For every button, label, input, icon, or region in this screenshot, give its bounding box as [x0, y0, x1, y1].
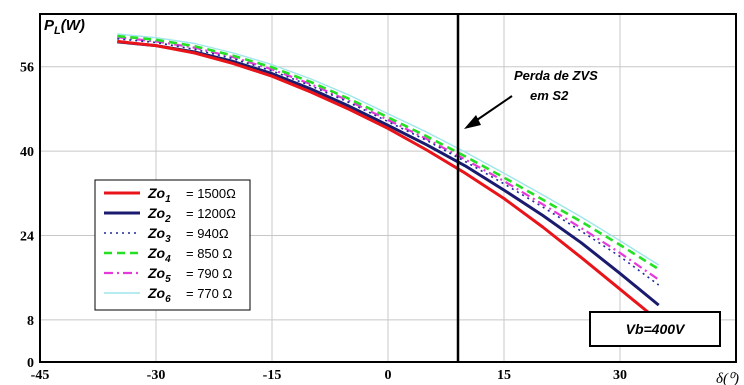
- y-axis-label: PL(W): [44, 17, 85, 37]
- legend-label-zo4: Zo4: [147, 245, 171, 265]
- plot-frame: [39, 13, 737, 363]
- legend-label-zo2: Zo2: [147, 205, 171, 225]
- legend-value-zo6: = 770 Ω: [186, 286, 233, 301]
- series-line-zo5: [117, 36, 660, 281]
- voltage-label: Vb=400V: [626, 321, 686, 337]
- x-tick-label: -45: [31, 368, 50, 383]
- legend-label-zo1: Zo1: [147, 185, 171, 205]
- legend-label-zo3: Zo3: [147, 225, 171, 245]
- y-tick-label: 40: [20, 145, 34, 160]
- x-tick-label: -15: [263, 368, 282, 383]
- series-group: [117, 33, 660, 323]
- y-tick-label: 24: [20, 229, 34, 244]
- y-tick-label: 56: [20, 61, 34, 76]
- series-line-zo6: [117, 33, 660, 266]
- zvs-annotation-line2: em S2: [530, 88, 569, 103]
- legend-value-zo3: = 940Ω: [186, 226, 229, 241]
- x-tick-label: 0: [385, 368, 392, 383]
- x-axis-label: δ(⁰): [716, 371, 739, 385]
- legend: Zo1 = 1500Ω Zo2 = 1200Ω Zo3 = 940Ω Zo4 = 850 Ω Z…: [94, 179, 251, 311]
- voltage-box: Vb=400V: [589, 311, 721, 347]
- zvs-annotation-line1: Perda de ZVS: [514, 68, 598, 83]
- legend-label-zo5: Zo5: [147, 265, 171, 285]
- y-tick-label: 0: [27, 356, 34, 371]
- legend-box: [94, 179, 251, 311]
- tick-labels: -45 -30 -15 0 15 30 0 8 24 40 56: [20, 61, 627, 383]
- zvs-arrow: [464, 95, 513, 129]
- series-line-zo4: [117, 34, 660, 271]
- series-line-zo3: [117, 38, 660, 286]
- series-line-zo1: [117, 39, 660, 323]
- legend-value-zo1: = 1500Ω: [186, 186, 236, 201]
- x-tick-label: 30: [613, 368, 627, 383]
- y-tick-label: 8: [27, 314, 34, 329]
- legend-value-zo4: = 850 Ω: [186, 246, 233, 261]
- legend-value-zo5: = 790 Ω: [186, 266, 233, 281]
- legend-value-zo2: = 1200Ω: [186, 206, 236, 221]
- x-tick-label: 15: [497, 368, 511, 383]
- legend-label-zo6: Zo6: [147, 285, 171, 305]
- x-tick-label: -30: [147, 368, 166, 383]
